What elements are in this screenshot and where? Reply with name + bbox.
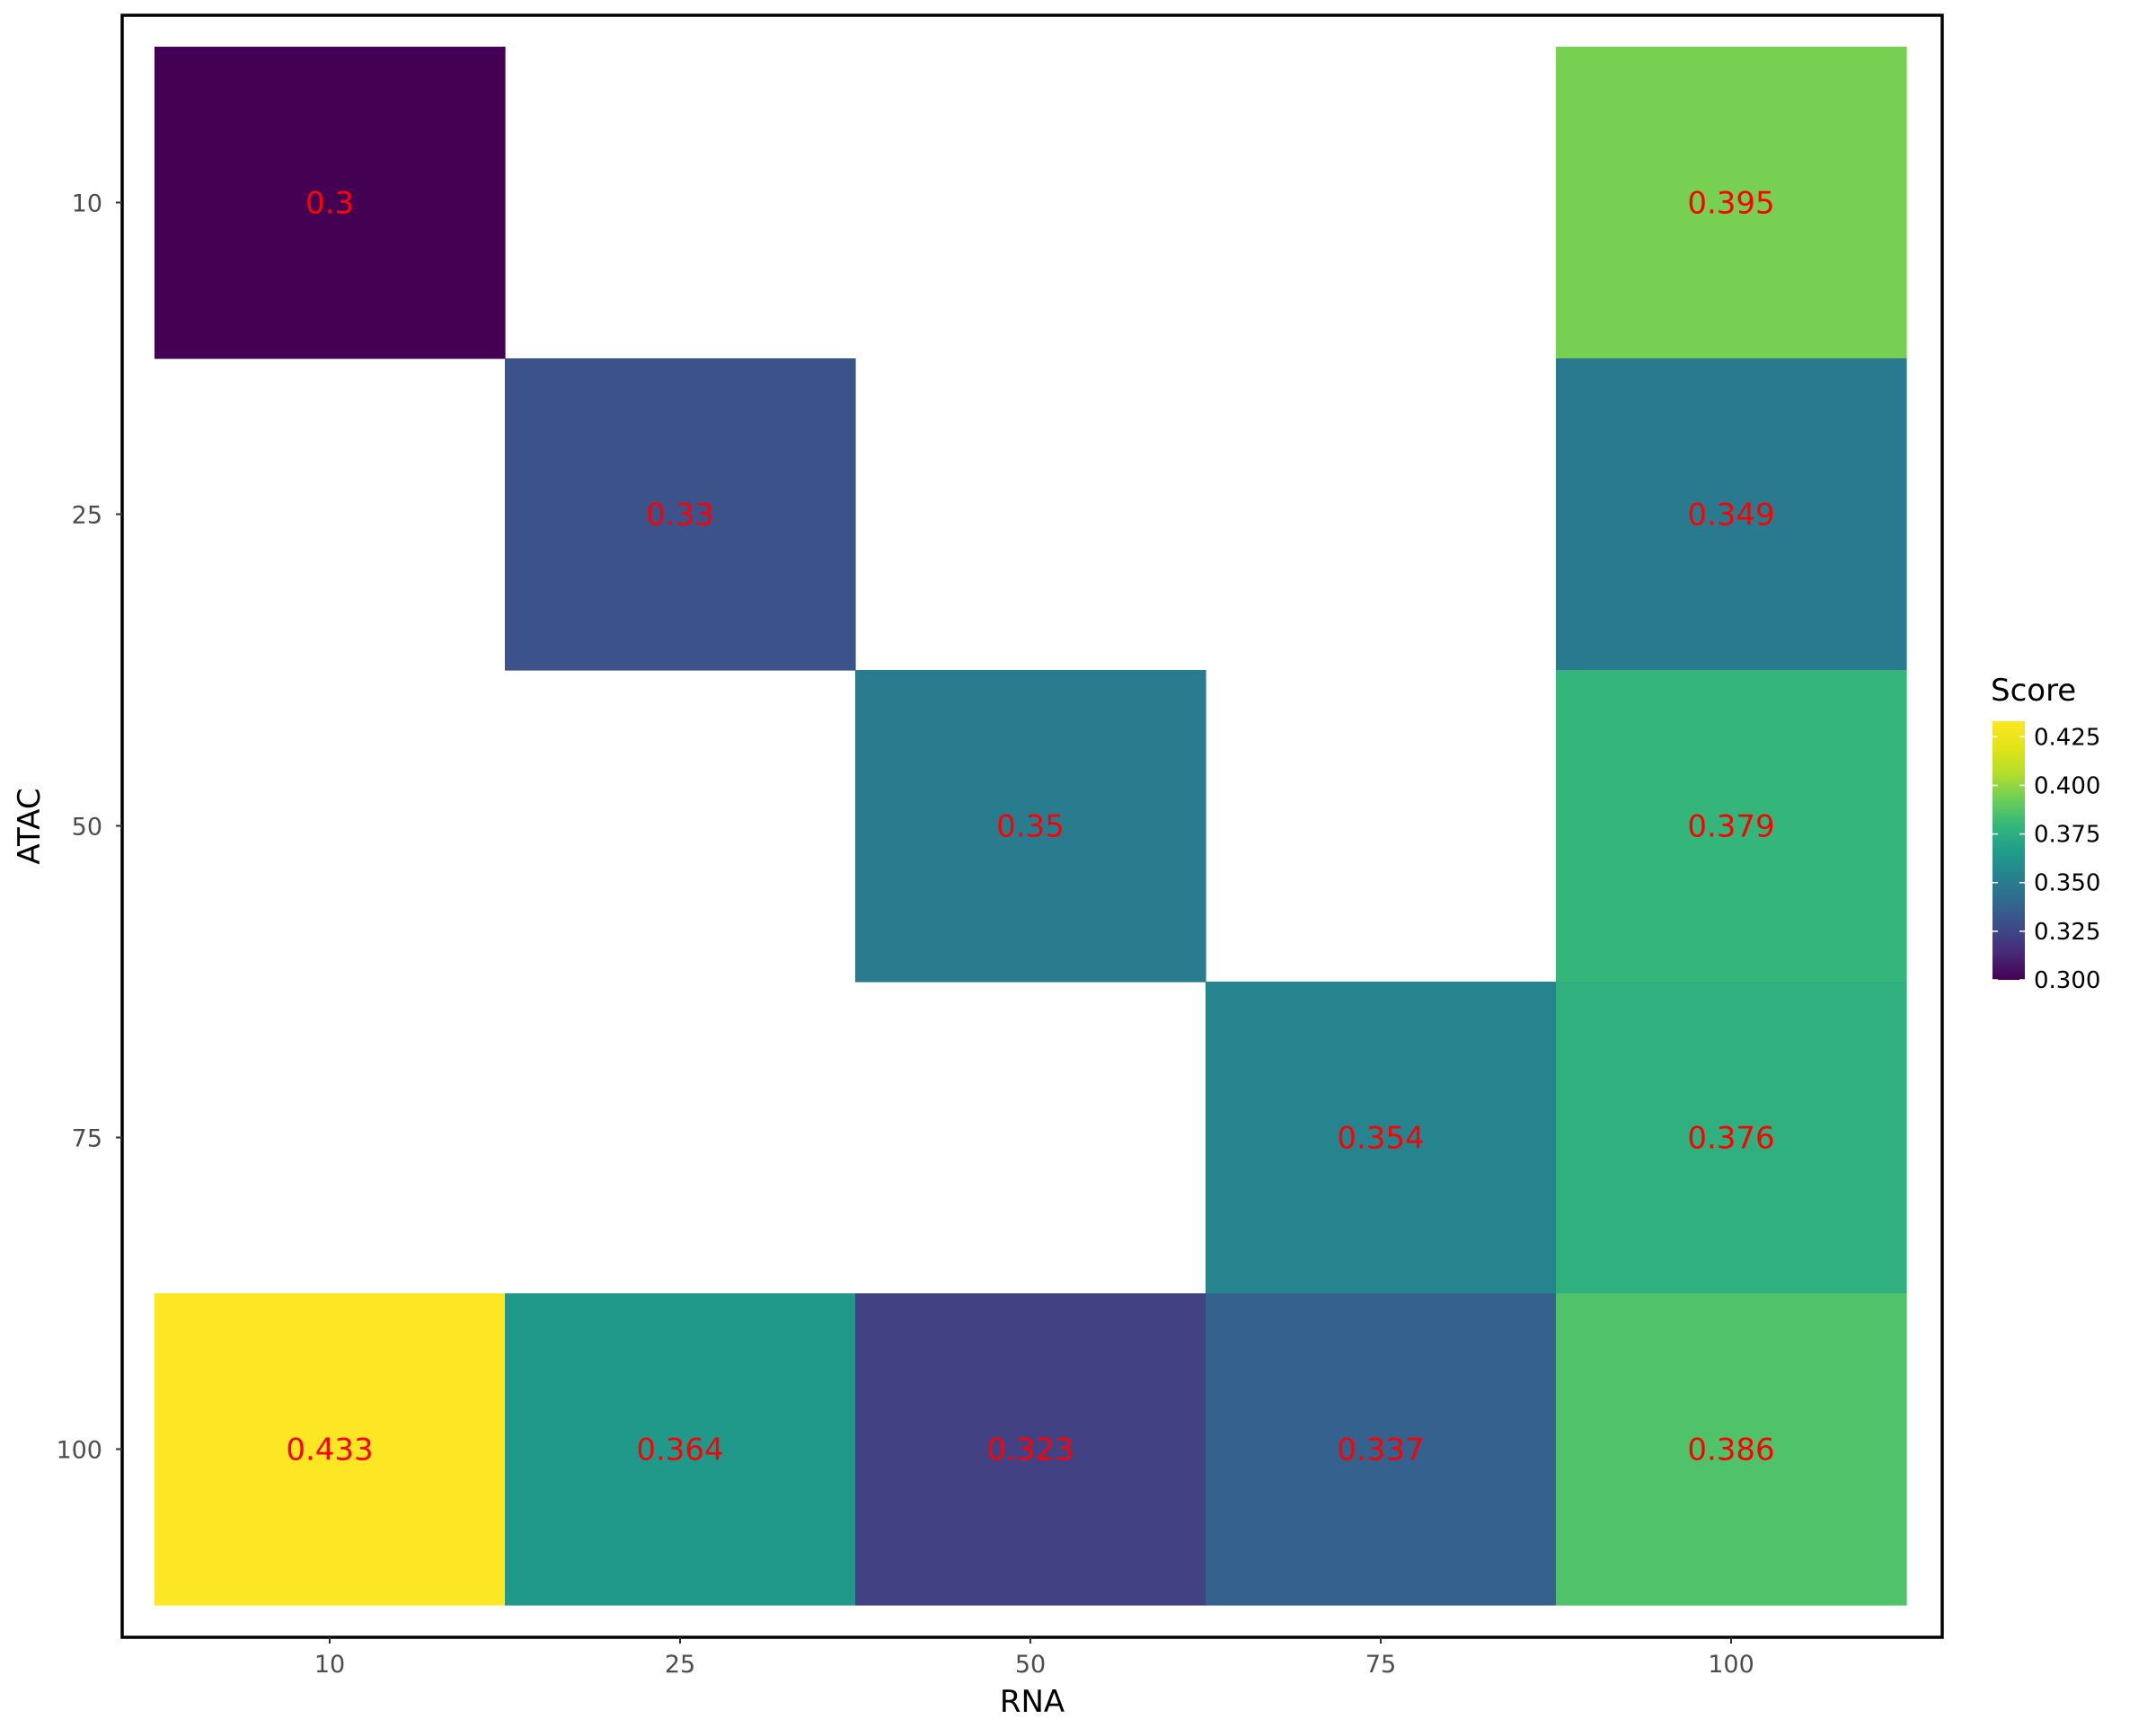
cell-value-label: 0.3	[305, 186, 354, 222]
cell-value-label: 0.379	[1687, 809, 1774, 845]
heatmap-cell	[1556, 1293, 1907, 1606]
color-legend: Score 0.300 0.325 0.350 0.375 0.400 0.425	[1991, 673, 2100, 994]
x-tick-label: 50	[1015, 1651, 1046, 1679]
cell-value-label: 0.323	[986, 1433, 1074, 1468]
x-tick-label: 100	[1708, 1651, 1754, 1679]
legend-tick-label: 0.425	[2034, 724, 2100, 751]
cell-value-label: 0.395	[1687, 186, 1774, 222]
heatmap-cell	[155, 47, 506, 359]
cell-value-label: 0.33	[646, 498, 714, 533]
heatmap-cell	[1556, 670, 1907, 983]
heatmap-cells	[155, 47, 1907, 1606]
x-axis-label: RNA	[1000, 1684, 1065, 1720]
cell-value-label: 0.433	[286, 1433, 373, 1468]
legend-tick-label: 0.350	[2034, 870, 2100, 897]
x-tick-label: 75	[1365, 1651, 1396, 1679]
cell-value-label: 0.386	[1687, 1433, 1774, 1468]
x-tick-label: 25	[665, 1651, 695, 1679]
cell-value-label: 0.349	[1687, 498, 1774, 533]
heatmap-cell	[505, 1293, 856, 1606]
y-tick-label: 10	[72, 190, 102, 218]
heatmap-cell	[1206, 982, 1557, 1294]
heatmap-cell	[1206, 1293, 1557, 1606]
cell-value-label: 0.364	[636, 1433, 723, 1468]
heatmap-cell	[1556, 47, 1907, 359]
x-tick-label: 10	[314, 1651, 345, 1679]
legend-title: Score	[1991, 673, 2076, 709]
legend-tick-label: 0.300	[2034, 967, 2100, 994]
cell-value-labels: 0.3 0.395 0.33 0.349 0.35 0.379 0.354 0.376 0.43…	[286, 186, 1774, 1468]
y-tick-label: 50	[72, 814, 102, 842]
legend-ticks: 0.300 0.325 0.350 0.375 0.400 0.425	[1993, 724, 2100, 994]
legend-tick-label: 0.400	[2034, 772, 2100, 799]
y-axis-ticks: 10 25 50 75 100	[56, 190, 122, 1465]
heatmap-cell	[1556, 358, 1907, 671]
heatmap-cell	[505, 358, 856, 671]
heatmap-cell	[855, 1293, 1206, 1606]
cell-value-label: 0.35	[996, 809, 1065, 845]
cell-value-label: 0.376	[1687, 1121, 1774, 1157]
y-tick-label: 75	[72, 1125, 102, 1153]
legend-tick-label: 0.325	[2034, 919, 2100, 946]
y-tick-label: 25	[72, 502, 102, 530]
legend-tick-label: 0.375	[2034, 822, 2100, 849]
legend-color-bar	[1993, 721, 2025, 980]
y-axis-label: ATAC	[12, 788, 48, 864]
cell-value-label: 0.354	[1337, 1121, 1424, 1157]
x-axis-ticks: 10 25 50 75 100	[314, 1637, 1754, 1679]
heatmap-cell	[155, 1293, 506, 1606]
y-tick-label: 100	[56, 1437, 102, 1465]
cell-value-label: 0.337	[1337, 1433, 1424, 1468]
heatmap-cell	[855, 670, 1206, 983]
heatmap-cell	[1556, 982, 1907, 1294]
